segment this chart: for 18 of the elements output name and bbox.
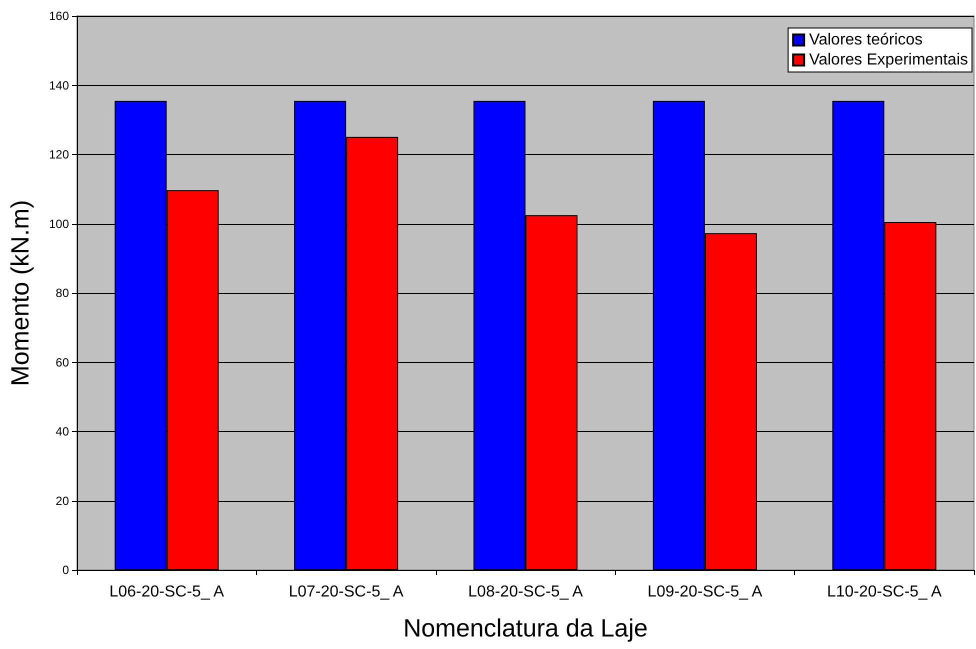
x-tick-label: L09-20-SC-5_ A — [648, 584, 763, 600]
y-tick-label: 160 — [48, 9, 70, 23]
y-tick-label: 100 — [48, 216, 70, 231]
legend-label: Valores Experimentais — [809, 52, 968, 68]
x-tick-label: L06-20-SC-5_ A — [109, 584, 224, 600]
x-tick-label: L07-20-SC-5_ A — [288, 584, 404, 600]
x-tick-label: L08-20-SC-5_ A — [468, 584, 584, 600]
y-tick-label: 120 — [48, 148, 70, 162]
y-tick-label: 80 — [56, 286, 70, 300]
y-tick-label: 40 — [56, 424, 70, 438]
x-axis-title: Nomenclatura da Laje — [403, 614, 648, 642]
y-tick-label: 60 — [56, 355, 70, 370]
x-tick-label: L10-20-SC-5_ A — [826, 584, 942, 600]
legend-label: Valores teóricos — [809, 32, 923, 48]
y-tick-label: 20 — [56, 494, 70, 508]
y-tick-label: 0 — [62, 563, 70, 577]
y-axis-title: Momento (kN.m) — [6, 200, 34, 386]
y-tick-label: 140 — [48, 78, 70, 92]
